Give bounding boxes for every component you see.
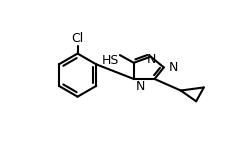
Text: N: N [135, 80, 145, 93]
Text: N: N [147, 53, 156, 66]
Text: HS: HS [102, 54, 119, 67]
Text: N: N [169, 61, 179, 74]
Text: Cl: Cl [71, 32, 84, 45]
